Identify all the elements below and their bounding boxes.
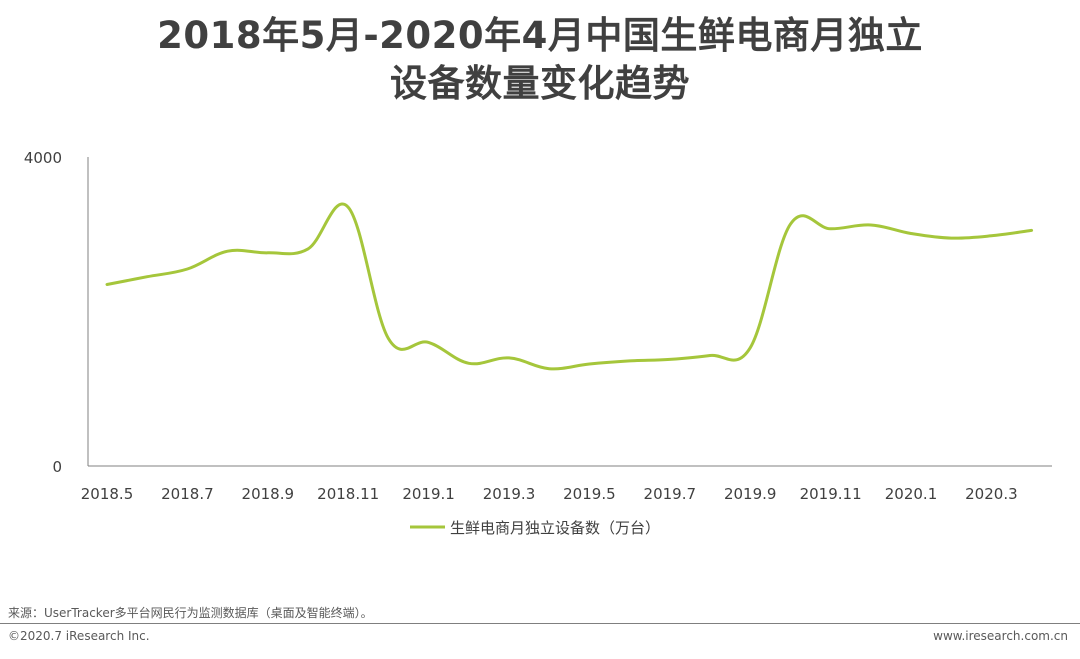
x-tick-label: 2020.1 (885, 485, 938, 503)
x-tick-label: 2019.1 (402, 485, 455, 503)
x-tick-label: 2020.3 (965, 485, 1018, 503)
series-line (105, 202, 1034, 371)
chart-title-line-2: 设备数量变化趋势 (390, 62, 690, 105)
y-tick-label: 4000 (24, 149, 62, 167)
legend-label: 生鲜电商月独立设备数（万台） (450, 519, 660, 537)
x-tick-label: 2018.5 (81, 485, 134, 503)
chart-title-line-1: 2018年5月-2020年4月中国生鲜电商月独立 (157, 14, 923, 57)
footer-divider (0, 623, 1080, 624)
copyright-text: ©2020.7 iResearch Inc. (8, 629, 150, 643)
x-tick-label: 2019.5 (563, 485, 616, 503)
website-link[interactable]: www.iresearch.com.cn (933, 629, 1068, 643)
data-source-note: 来源：UserTracker多平台网民行为监测数据库（桌面及智能终端）。 (8, 606, 373, 620)
x-tick-label: 2018.7 (161, 485, 214, 503)
x-tick-label: 2019.11 (800, 485, 862, 503)
x-tick-label: 2018.9 (242, 485, 295, 503)
x-tick-label: 2018.11 (317, 485, 379, 503)
y-tick-label: 0 (52, 458, 62, 476)
x-tick-label: 2019.7 (644, 485, 697, 503)
x-tick-label: 2019.3 (483, 485, 536, 503)
line-chart: 0 4000 2018.5 2018.7 2018.9 2018.11 2019.1 2019… (24, 149, 1052, 537)
x-tick-label: 2019.9 (724, 485, 777, 503)
